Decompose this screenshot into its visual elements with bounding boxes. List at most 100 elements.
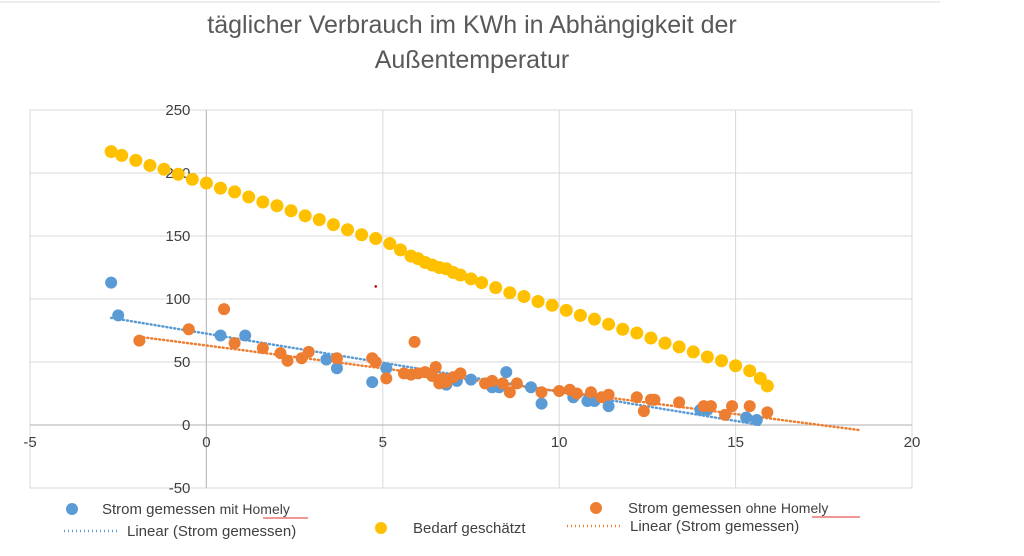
x-tick-label: 0 bbox=[202, 434, 210, 451]
point-bedarf bbox=[700, 350, 714, 364]
point-bedarf bbox=[326, 218, 340, 232]
series-ohne_homely bbox=[133, 303, 774, 421]
point-mit_homely bbox=[535, 397, 548, 410]
point-bedarf bbox=[115, 148, 129, 162]
y-tick-label: 50 bbox=[174, 354, 191, 371]
point-bedarf bbox=[157, 162, 171, 176]
point-bedarf bbox=[489, 281, 503, 295]
point-ohne_homely bbox=[535, 386, 548, 399]
chart-title-line-2: Außentemperatur bbox=[375, 46, 570, 74]
point-mit_homely bbox=[105, 276, 118, 289]
point-bedarf bbox=[503, 286, 517, 300]
point-bedarf bbox=[573, 308, 587, 322]
point-bedarf bbox=[729, 359, 743, 373]
point-ohne_homely bbox=[408, 335, 421, 348]
legend-mit-homely: Homely bbox=[242, 501, 289, 517]
y-tick-label: 100 bbox=[165, 291, 190, 308]
x-tick-label: 5 bbox=[379, 434, 387, 451]
point-bedarf bbox=[242, 190, 256, 204]
point-ohne_homely bbox=[743, 400, 756, 413]
annotations bbox=[374, 285, 378, 288]
legend-mit-main: Strom gemessen bbox=[102, 501, 215, 518]
point-ohne_homely bbox=[302, 345, 315, 358]
data-points bbox=[104, 145, 774, 426]
point-ohne_homely bbox=[228, 337, 241, 350]
point-ohne_homely bbox=[256, 342, 269, 355]
axes bbox=[30, 110, 912, 488]
point-mit_homely bbox=[366, 376, 379, 389]
point-ohne_homely bbox=[496, 377, 509, 390]
point-ohne_homely bbox=[719, 408, 732, 421]
legend-ohne-main: Strom gemessen bbox=[628, 500, 741, 517]
point-bedarf bbox=[214, 181, 228, 195]
point-ohne_homely bbox=[673, 396, 686, 409]
point-mit_homely bbox=[112, 309, 125, 322]
point-ohne_homely bbox=[570, 387, 583, 400]
point-bedarf bbox=[185, 172, 199, 186]
point-ohne_homely bbox=[704, 400, 717, 413]
point-ohne_homely bbox=[369, 356, 382, 368]
point-bedarf bbox=[129, 153, 143, 167]
series-bedarf bbox=[104, 145, 774, 393]
x-tick-label: 10 bbox=[551, 434, 568, 451]
legend-marker-bedarf bbox=[375, 522, 387, 534]
point-bedarf bbox=[559, 303, 573, 317]
point-bedarf bbox=[630, 326, 644, 340]
legend-ohne-suffix: ohne bbox=[746, 500, 777, 516]
point-bedarf bbox=[760, 379, 774, 393]
point-ohne_homely bbox=[274, 347, 287, 360]
point-ohne_homely bbox=[630, 391, 643, 404]
point-bedarf bbox=[228, 185, 242, 199]
point-bedarf bbox=[104, 145, 118, 159]
point-bedarf bbox=[545, 298, 559, 312]
point-bedarf bbox=[199, 176, 213, 190]
point-ohne_homely bbox=[133, 334, 146, 347]
point-bedarf bbox=[284, 204, 298, 218]
point-ohne_homely bbox=[330, 352, 343, 365]
point-bedarf bbox=[298, 209, 312, 223]
point-ohne_homely bbox=[281, 354, 294, 367]
point-ohne_homely bbox=[761, 406, 774, 419]
point-ohne_homely bbox=[218, 303, 231, 316]
y-tick-label: -50 bbox=[169, 480, 191, 497]
legend-label-mit-homely: Strom gemessen mit Homely bbox=[102, 501, 290, 518]
point-bedarf bbox=[341, 223, 355, 237]
point-bedarf bbox=[531, 295, 545, 309]
x-tick-label: 20 bbox=[904, 434, 921, 451]
x-tick-label: -5 bbox=[23, 434, 36, 451]
point-mit_homely bbox=[465, 373, 477, 386]
legend-ohne-homely: Homely bbox=[781, 500, 828, 516]
point-mit_homely bbox=[380, 362, 393, 375]
point-bedarf bbox=[270, 199, 284, 213]
y-tick-label: 250 bbox=[165, 102, 190, 119]
point-ohne_homely bbox=[510, 377, 523, 390]
point-bedarf bbox=[312, 213, 326, 227]
point-bedarf bbox=[644, 331, 658, 345]
point-bedarf bbox=[383, 237, 397, 251]
point-bedarf bbox=[743, 364, 757, 378]
point-ohne_homely bbox=[486, 374, 499, 387]
legend-marker-mit-homely bbox=[66, 503, 78, 515]
legend-marker-ohne-homely bbox=[590, 502, 602, 514]
point-bedarf bbox=[143, 158, 157, 172]
point-bedarf bbox=[369, 232, 383, 246]
legend-label-ohne-homely: Strom gemessen ohne Homely bbox=[628, 500, 828, 517]
point-mit_homely bbox=[320, 353, 333, 366]
point-ohne_homely bbox=[503, 386, 516, 399]
annotation-marker bbox=[374, 285, 378, 288]
y-tick-label: 150 bbox=[165, 228, 190, 245]
point-ohne_homely bbox=[380, 372, 393, 385]
point-ohne_homely bbox=[602, 388, 615, 401]
point-bedarf bbox=[355, 228, 369, 242]
point-ohne_homely bbox=[637, 405, 650, 418]
point-mit_homely bbox=[330, 362, 343, 375]
point-bedarf bbox=[171, 167, 185, 181]
legend-mit-suffix: mit bbox=[220, 501, 239, 517]
legend-label-trend-mit: Linear (Strom gemessen) bbox=[127, 523, 296, 540]
point-bedarf bbox=[475, 276, 489, 290]
point-ohne_homely bbox=[584, 386, 597, 399]
point-mit_homely bbox=[524, 381, 537, 394]
legend: Strom gemessen mit Homely Strom gemessen… bbox=[64, 500, 860, 540]
